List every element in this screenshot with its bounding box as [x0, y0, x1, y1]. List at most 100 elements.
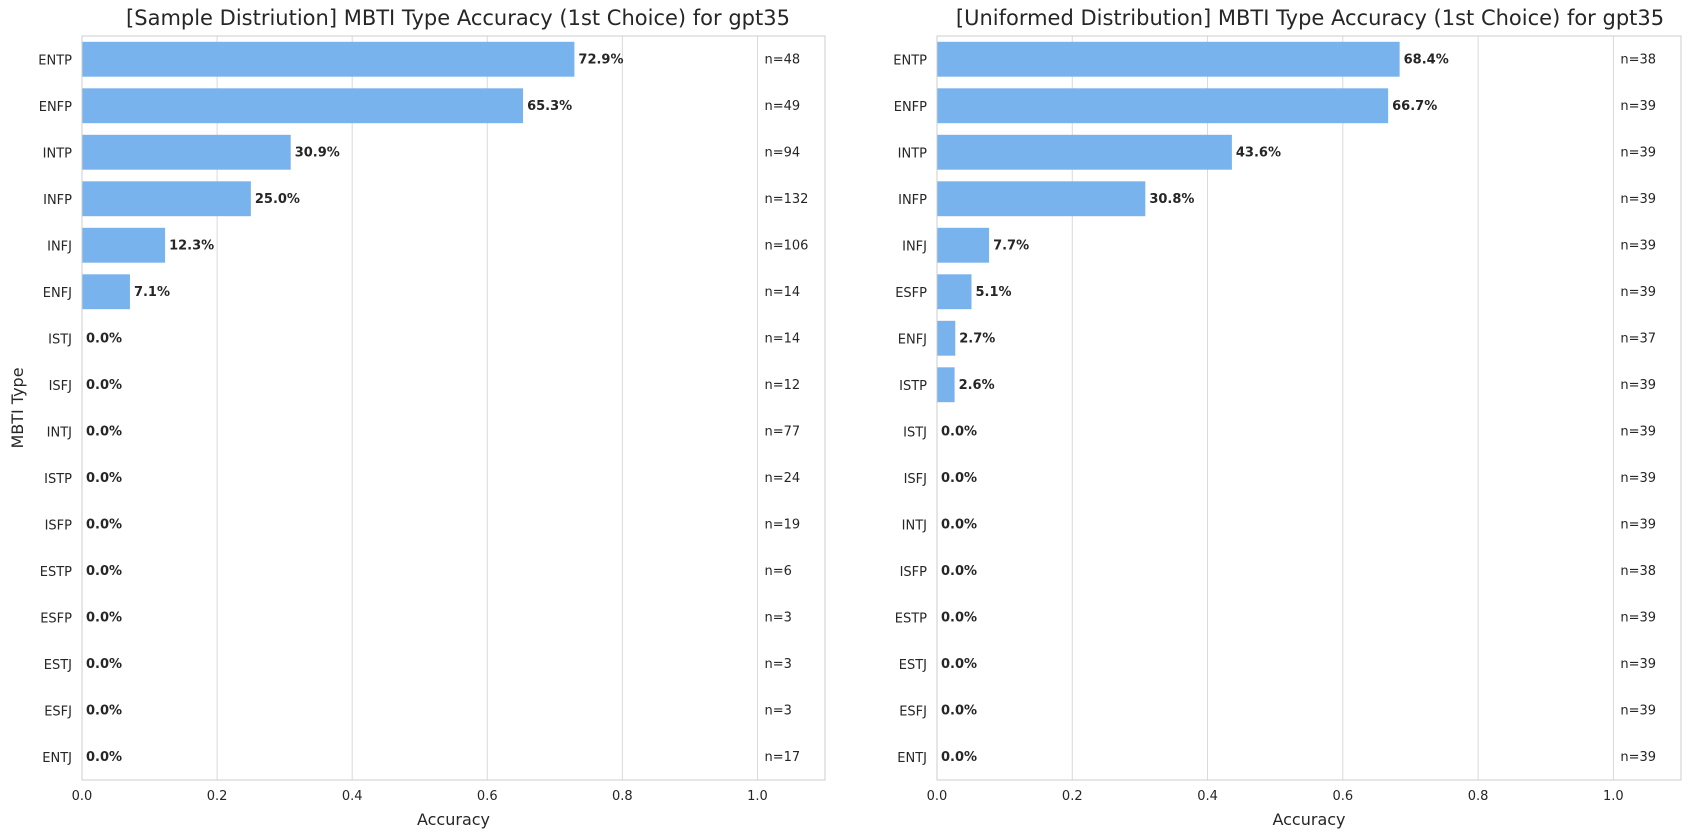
bar-value-label: 0.0%	[86, 703, 122, 718]
bar	[937, 88, 1389, 124]
y-tick-label: ISFP	[45, 518, 73, 533]
y-tick-label: INTJ	[47, 425, 72, 440]
bar-value-label: 30.9%	[295, 145, 340, 160]
sample-size-label: n=3	[764, 657, 791, 672]
sample-size-label: n=49	[764, 99, 800, 114]
y-tick-label: ESFP	[895, 286, 927, 301]
plot-frame	[81, 35, 826, 781]
y-tick-label: ISFJ	[904, 472, 927, 487]
y-tick-label: ESFJ	[899, 704, 927, 719]
bar-value-label: 7.7%	[993, 238, 1029, 253]
y-tick-label: ENFJ	[898, 332, 927, 347]
chart-title: [Sample Distriution] MBTI Type Accuracy …	[126, 6, 790, 30]
sample-size-label: n=48	[764, 52, 800, 67]
bar-value-label: 0.0%	[941, 657, 977, 672]
bar-value-label: 0.0%	[86, 471, 122, 486]
y-tick-label: INFJ	[47, 239, 72, 254]
sample-size-label: n=132	[764, 192, 808, 207]
y-tick-label: ISTJ	[48, 332, 72, 347]
sample-size-label: n=3	[764, 610, 791, 625]
plot-frame	[936, 35, 1682, 781]
bar-value-label: 0.0%	[941, 564, 977, 579]
x-tick-label: 0.2	[1062, 789, 1083, 804]
bar	[937, 227, 990, 263]
sample-size-label: n=17	[764, 750, 800, 765]
bar-value-label: 65.3%	[527, 99, 572, 114]
sample-size-label: n=39	[1620, 378, 1656, 393]
chart-title: [Uniformed Distribution] MBTI Type Accur…	[956, 6, 1664, 30]
sample-size-label: n=39	[1620, 192, 1656, 207]
y-axis-label: MBTI Type	[8, 367, 27, 448]
x-tick-label: 0.4	[342, 789, 363, 804]
sample-size-label: n=39	[1620, 238, 1656, 253]
sample-size-label: n=39	[1620, 610, 1656, 625]
x-tick-label: 0.6	[477, 789, 498, 804]
y-tick-label: INTP	[898, 146, 927, 161]
x-tick-label: 0.8	[1468, 789, 1489, 804]
sample-size-label: n=94	[764, 145, 800, 160]
sample-size-label: n=39	[1620, 471, 1656, 486]
bar-value-label: 12.3%	[169, 238, 214, 253]
sample-size-label: n=6	[764, 564, 791, 579]
y-tick-label: ESTJ	[899, 658, 927, 673]
sample-size-label: n=12	[764, 378, 800, 393]
bar-value-label: 5.1%	[975, 285, 1011, 300]
bar	[937, 274, 972, 310]
sample-size-label: n=39	[1620, 285, 1656, 300]
y-tick-label: ENFP	[894, 100, 927, 115]
bar-value-label: 0.0%	[86, 657, 122, 672]
x-tick-label: 0.2	[207, 789, 228, 804]
y-tick-label: ESTP	[895, 611, 927, 626]
y-tick-label: ENTP	[893, 53, 927, 68]
bar	[82, 274, 130, 310]
sample-size-label: n=39	[1620, 657, 1656, 672]
y-tick-label: ENFP	[39, 100, 72, 115]
bar-value-label: 7.1%	[134, 285, 170, 300]
bar-value-label: 0.0%	[86, 517, 122, 532]
y-tick-label: ESFP	[40, 611, 72, 626]
sample-size-label: n=77	[764, 424, 800, 439]
x-tick-label: 0.6	[1332, 789, 1353, 804]
y-tick-label: ENFJ	[43, 286, 72, 301]
sample-size-label: n=39	[1620, 145, 1656, 160]
sample-size-label: n=38	[1620, 52, 1656, 67]
bar-value-label: 0.0%	[941, 750, 977, 765]
bar-value-label: 0.0%	[86, 378, 122, 393]
sample-size-label: n=24	[764, 471, 800, 486]
sample-size-label: n=38	[1620, 564, 1656, 579]
y-tick-label: ISTJ	[903, 425, 927, 440]
bar	[82, 181, 251, 217]
sample-size-label: n=14	[764, 285, 800, 300]
bar	[937, 134, 1232, 170]
bar-value-label: 0.0%	[86, 750, 122, 765]
y-tick-label: ESTP	[40, 565, 72, 580]
bar	[82, 41, 575, 77]
x-axis-label: Accuracy	[417, 810, 490, 829]
sample-size-label: n=3	[764, 703, 791, 718]
sample-size-label: n=39	[1620, 99, 1656, 114]
x-axis-label: Accuracy	[1272, 810, 1345, 829]
sample-size-label: n=39	[1620, 424, 1656, 439]
y-tick-label: INTP	[43, 146, 72, 161]
y-tick-label: ENTP	[38, 53, 72, 68]
bar-value-label: 0.0%	[86, 564, 122, 579]
sample-size-label: n=106	[764, 238, 808, 253]
x-tick-label: 1.0	[1603, 789, 1624, 804]
x-tick-label: 0.0	[927, 789, 948, 804]
y-tick-label: ESTJ	[44, 658, 72, 673]
y-tick-label: ISTP	[44, 472, 72, 487]
bar-value-label: 0.0%	[941, 424, 977, 439]
y-tick-label: INFP	[898, 193, 927, 208]
sample-size-label: n=39	[1620, 750, 1656, 765]
y-tick-label: ESFJ	[44, 704, 72, 719]
bar-value-label: 66.7%	[1392, 99, 1437, 114]
x-tick-label: 0.8	[612, 789, 633, 804]
x-tick-label: 0.0	[72, 789, 93, 804]
x-tick-label: 0.4	[1197, 789, 1218, 804]
bar-value-label: 0.0%	[941, 610, 977, 625]
bar-value-label: 43.6%	[1236, 145, 1281, 160]
bar-value-label: 0.0%	[86, 610, 122, 625]
sample-size-label: n=19	[764, 517, 800, 532]
y-tick-label: INFP	[43, 193, 72, 208]
